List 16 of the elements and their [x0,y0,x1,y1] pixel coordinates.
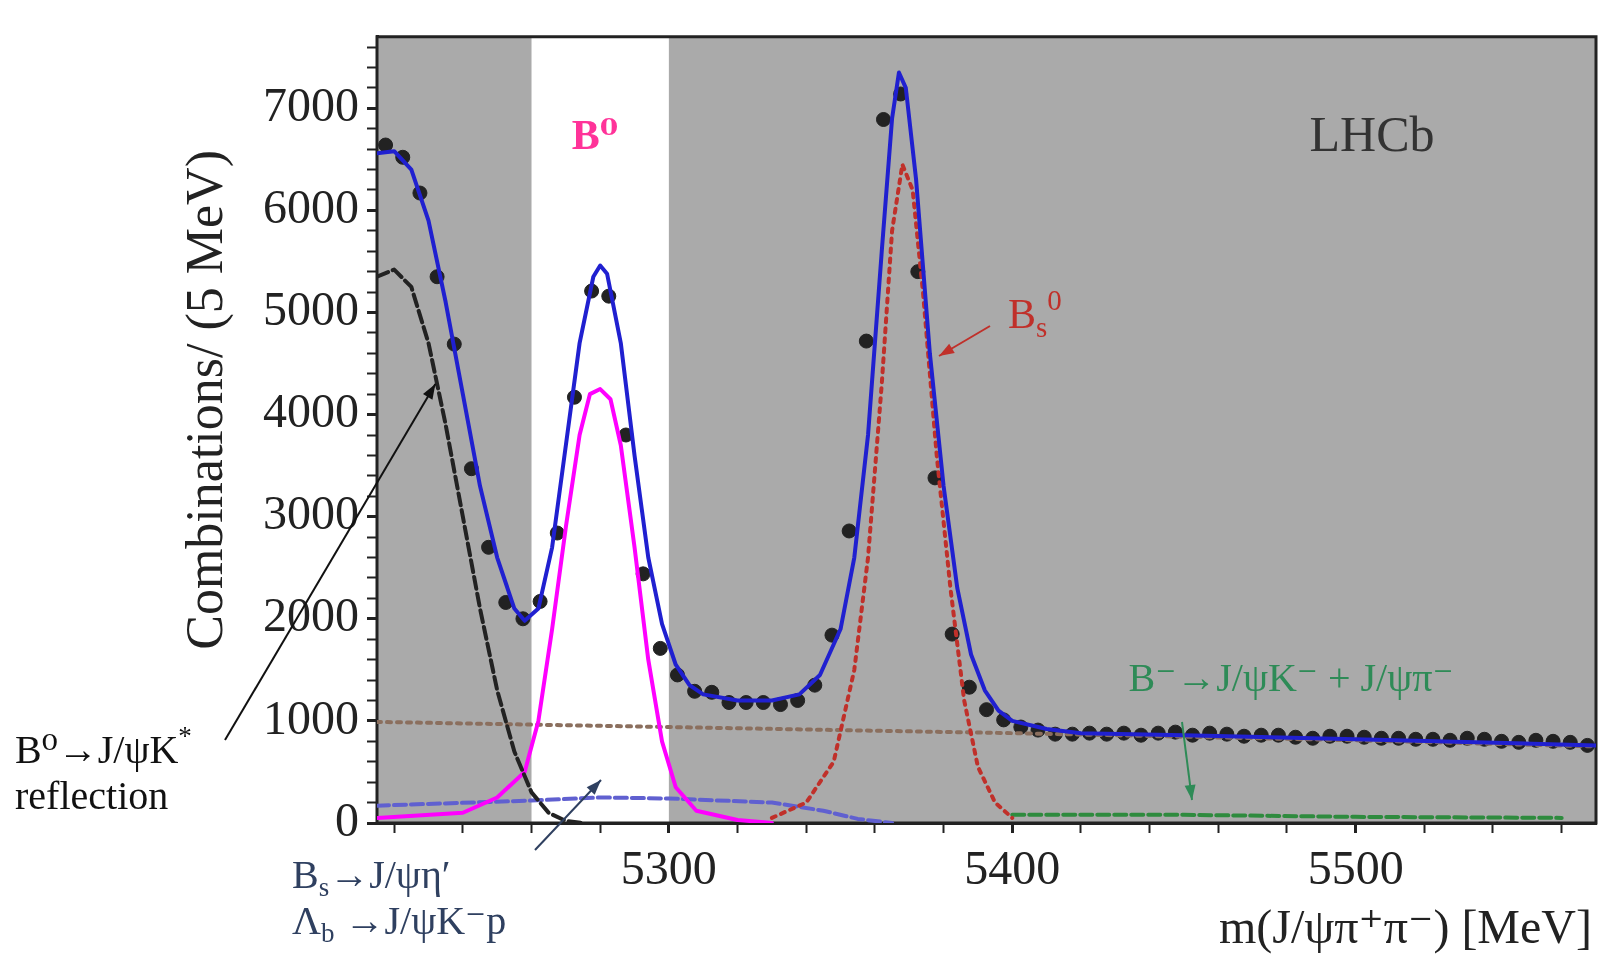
annotation: B⁻→J/ψK⁻ + J/ψπ⁻ [1128,654,1454,700]
y-axis-title: Combinations/ (5 MeV) [175,150,234,650]
y-tick-label: 5000 [263,282,359,336]
y-tick-label: 7000 [263,77,359,131]
y-tick-label: 1000 [263,690,359,744]
annotation: B⁰→J/ψK* reflection [15,721,192,818]
annotation: B⁰ [571,111,619,158]
y-tick-label: 0 [335,792,359,846]
y-tick-label: 4000 [263,384,359,438]
y-tick-label: 6000 [263,179,359,233]
x-axis-title: m(J/ψπ⁺π⁻) [MeV] [1218,899,1592,954]
annotation: LHCb [1309,106,1435,163]
x-tick-label: 5400 [964,841,1061,895]
x-tick-label: 5500 [1307,841,1404,895]
y-tick-label: 3000 [263,486,359,540]
x-tick-label: 5300 [620,841,717,895]
